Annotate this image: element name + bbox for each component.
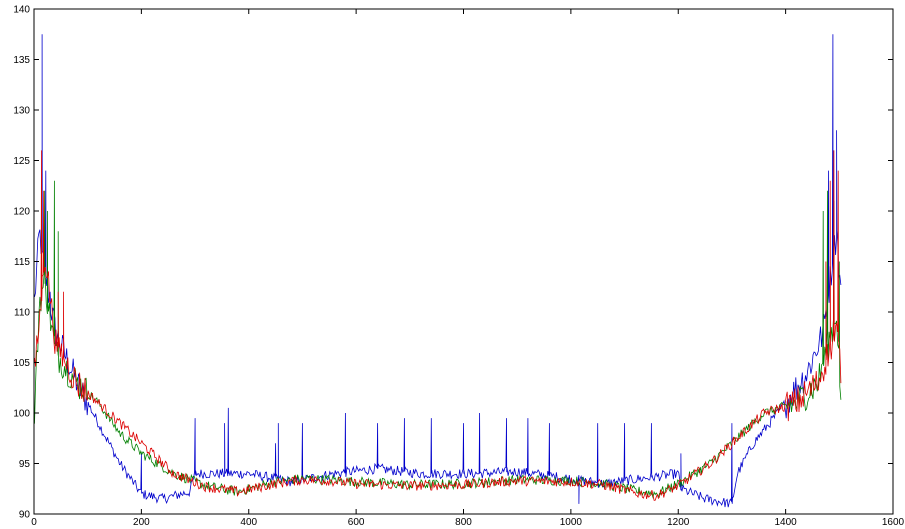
y-tick-label: 105 — [13, 358, 30, 369]
series-line-3 — [34, 150, 842, 501]
series-line-2 — [34, 180, 842, 499]
x-tick-label: 200 — [133, 517, 150, 528]
y-tick-label: 140 — [13, 5, 30, 16]
x-tick-label: 1400 — [775, 517, 798, 528]
y-tick-label: 115 — [14, 257, 30, 268]
y-tick-label: 95 — [19, 459, 31, 470]
y-tick-label: 125 — [13, 156, 30, 167]
x-tick-label: 800 — [455, 517, 472, 528]
x-tick-label: 400 — [240, 517, 257, 528]
axis-ticks: 0 200 400 600 800 1000 1200 1400 1600 90 95 100 105 1… — [13, 5, 904, 529]
x-tick-label: 600 — [348, 517, 365, 528]
x-tick-label: 1200 — [667, 517, 690, 528]
x-tick-label: 0 — [31, 517, 37, 528]
y-tick-label: 135 — [13, 55, 30, 66]
y-tick-label: 90 — [19, 510, 31, 521]
y-tick-label: 130 — [13, 106, 30, 117]
y-tick-label: 120 — [13, 207, 30, 218]
x-tick-label: 1600 — [882, 517, 905, 528]
x-tick-label: 1000 — [560, 517, 583, 528]
data-lines — [34, 34, 842, 508]
y-tick-label: 100 — [13, 409, 30, 420]
y-tick-label: 110 — [14, 308, 30, 319]
series-line-1 — [34, 34, 842, 508]
